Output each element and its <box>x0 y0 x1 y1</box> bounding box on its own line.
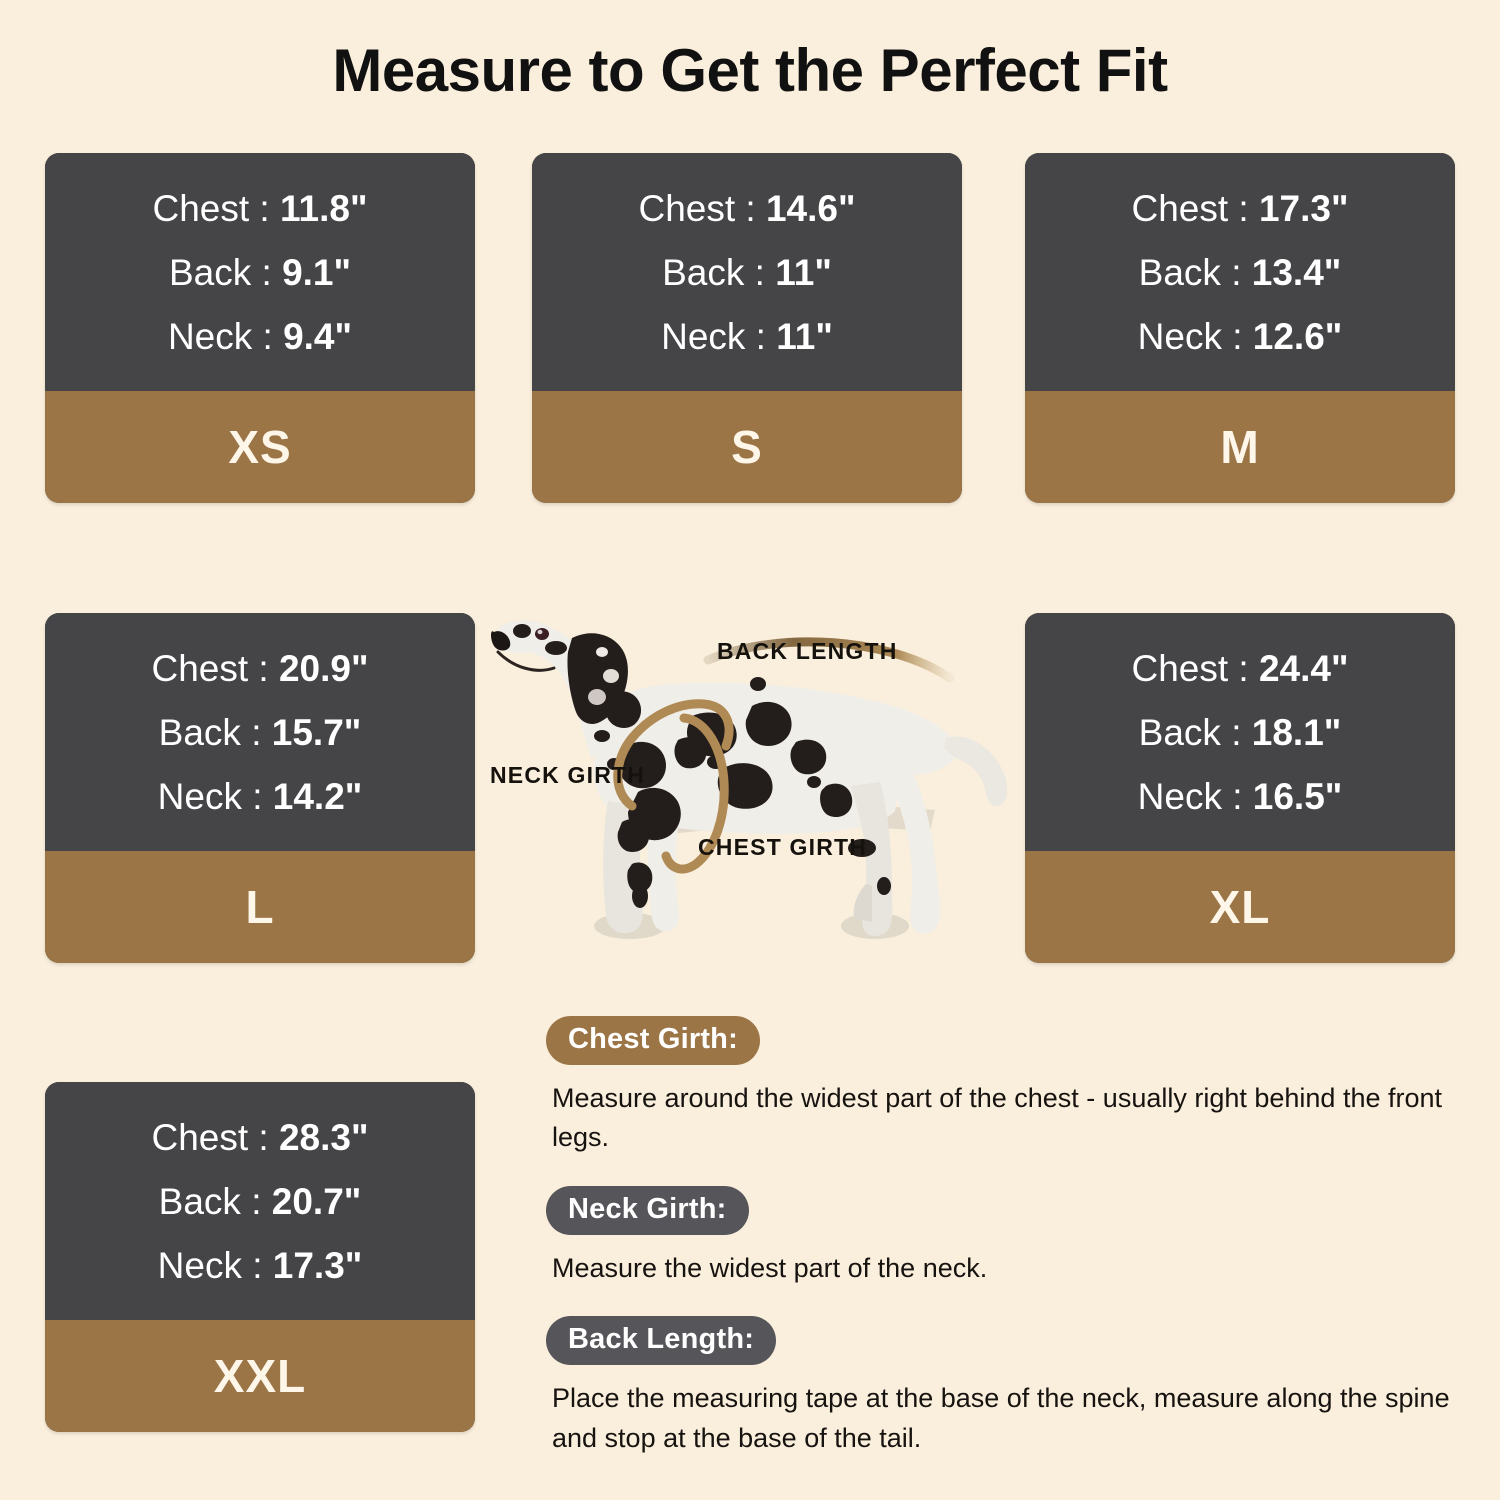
size-card-label: S <box>731 421 763 473</box>
spec-back: Back : 15.7" <box>45 701 475 765</box>
spec-back: Back : 11" <box>532 241 962 305</box>
spec-chest-value: 20.9" <box>278 648 369 689</box>
spec-back: Back : 13.4" <box>1025 241 1455 305</box>
spec-chest-label: Chest : <box>638 188 766 229</box>
spec-back-label: Back : <box>1138 712 1252 753</box>
spec-neck-value: 11" <box>776 316 833 357</box>
spec-neck-label: Neck : <box>157 1245 273 1286</box>
spec-chest-value: 14.6" <box>765 188 856 229</box>
spec-neck: Neck : 12.6" <box>1025 305 1455 369</box>
spec-back-value: 20.7" <box>271 1181 362 1222</box>
spec-neck-value: 9.4" <box>283 316 353 357</box>
size-card-m[interactable]: Chest : 17.3" Back : 13.4" Neck : 12.6" … <box>1025 153 1455 503</box>
instruction-neck-girth: Neck Girth: Measure the widest part of t… <box>546 1185 1456 1288</box>
size-card-band: XXL <box>45 1320 475 1432</box>
spec-back-label: Back : <box>662 252 776 293</box>
spec-chest: Chest : 14.6" <box>532 177 962 241</box>
size-card-xxl[interactable]: Chest : 28.3" Back : 20.7" Neck : 17.3" … <box>45 1082 475 1432</box>
instruction-badge-chest-girth: Chest Girth: <box>546 1016 760 1065</box>
spec-chest-value: 17.3" <box>1258 188 1349 229</box>
dalmatian-dog-icon <box>491 620 1008 939</box>
size-card-label: XS <box>228 421 292 473</box>
spec-back-value: 11" <box>775 252 832 293</box>
spec-back-value: 18.1" <box>1251 712 1342 753</box>
instruction-text-chest-girth: Measure around the widest part of the ch… <box>552 1083 1443 1153</box>
spec-chest-label: Chest : <box>1131 188 1259 229</box>
size-card-specs: Chest : 20.9" Back : 15.7" Neck : 14.2" <box>45 613 475 851</box>
spec-chest-label: Chest : <box>152 188 280 229</box>
spec-back-value: 15.7" <box>271 712 362 753</box>
size-card-specs: Chest : 28.3" Back : 20.7" Neck : 17.3" <box>45 1082 475 1320</box>
size-card-band: XS <box>45 391 475 503</box>
spec-neck: Neck : 14.2" <box>45 765 475 829</box>
size-card-xl[interactable]: Chest : 24.4" Back : 18.1" Neck : 16.5" … <box>1025 613 1455 963</box>
spec-chest-label: Chest : <box>151 648 279 689</box>
label-back-length: BACK LENGTH <box>717 638 898 664</box>
size-card-band: XL <box>1025 851 1455 963</box>
instruction-back-length: Back Length: Place the measuring tape at… <box>546 1316 1456 1458</box>
spec-chest-value: 24.4" <box>1258 648 1349 689</box>
instruction-text-back-length: Place the measuring tape at the base of … <box>552 1383 1450 1453</box>
spec-neck-label: Neck : <box>1137 776 1253 817</box>
spec-neck: Neck : 9.4" <box>45 305 475 369</box>
size-card-label: XXL <box>213 1350 307 1402</box>
spec-neck-label: Neck : <box>167 316 284 357</box>
spec-neck-label: Neck : <box>1137 316 1253 357</box>
spec-chest: Chest : 11.8" <box>45 177 475 241</box>
spec-back-value: 9.1" <box>282 252 352 293</box>
spec-back-value: 13.4" <box>1251 252 1342 293</box>
size-card-specs: Chest : 11.8" Back : 9.1" Neck : 9.4" <box>45 153 475 391</box>
spec-chest-value: 11.8" <box>279 188 368 229</box>
spec-chest: Chest : 28.3" <box>45 1106 475 1170</box>
spec-back: Back : 20.7" <box>45 1170 475 1234</box>
instruction-chest-girth: Chest Girth: Measure around the widest p… <box>546 1016 1456 1158</box>
measurement-instructions: Chest Girth: Measure around the widest p… <box>546 1016 1456 1458</box>
label-neck-girth: NECK GIRTH <box>490 762 646 788</box>
spec-neck-label: Neck : <box>661 316 777 357</box>
size-card-band: S <box>532 391 962 503</box>
spec-neck-value: 16.5" <box>1252 776 1343 817</box>
spec-neck-label: Neck : <box>157 776 273 817</box>
size-card-label: XL <box>1209 881 1271 933</box>
spec-chest: Chest : 24.4" <box>1025 637 1455 701</box>
page-title: Measure to Get the Perfect Fit <box>332 37 1168 104</box>
size-card-label: L <box>245 881 275 933</box>
size-card-l[interactable]: Chest : 20.9" Back : 15.7" Neck : 14.2" … <box>45 613 475 963</box>
spec-neck-value: 14.2" <box>272 776 363 817</box>
spec-chest-label: Chest : <box>151 1117 279 1158</box>
instruction-badge-back-length: Back Length: <box>546 1316 777 1366</box>
label-chest-girth: CHEST GIRTH <box>698 834 868 860</box>
size-card-specs: Chest : 17.3" Back : 13.4" Neck : 12.6" <box>1025 153 1455 391</box>
spec-neck: Neck : 16.5" <box>1025 765 1455 829</box>
spec-chest-value: 28.3" <box>278 1117 369 1158</box>
size-card-band: M <box>1025 391 1455 503</box>
instruction-text-neck-girth: Measure the widest part of the neck. <box>552 1252 988 1283</box>
spec-neck-value: 17.3" <box>272 1245 363 1286</box>
spec-neck: Neck : 11" <box>532 305 962 369</box>
spec-back: Back : 18.1" <box>1025 701 1455 765</box>
spec-back-label: Back : <box>1138 252 1252 293</box>
size-card-band: L <box>45 851 475 963</box>
instruction-badge-neck-girth: Neck Girth: <box>546 1185 749 1235</box>
size-card-specs: Chest : 14.6" Back : 11" Neck : 11" <box>532 153 962 391</box>
spec-back-label: Back : <box>158 712 272 753</box>
size-card-label: M <box>1220 421 1260 473</box>
dog-measurement-diagram: BACK LENGTH NECK GIRTH CHEST GIRTH <box>480 596 1025 996</box>
size-card-xs[interactable]: Chest : 11.8" Back : 9.1" Neck : 9.4" XS <box>45 153 475 503</box>
spec-chest: Chest : 17.3" <box>1025 177 1455 241</box>
spec-back-label: Back : <box>168 252 283 293</box>
spec-neck: Neck : 17.3" <box>45 1234 475 1298</box>
size-card-specs: Chest : 24.4" Back : 18.1" Neck : 16.5" <box>1025 613 1455 851</box>
spec-chest: Chest : 20.9" <box>45 637 475 701</box>
size-card-s[interactable]: Chest : 14.6" Back : 11" Neck : 11" S <box>532 153 962 503</box>
spec-neck-value: 12.6" <box>1252 316 1343 357</box>
spec-chest-label: Chest : <box>1131 648 1259 689</box>
spec-back: Back : 9.1" <box>45 241 475 305</box>
spec-back-label: Back : <box>158 1181 272 1222</box>
